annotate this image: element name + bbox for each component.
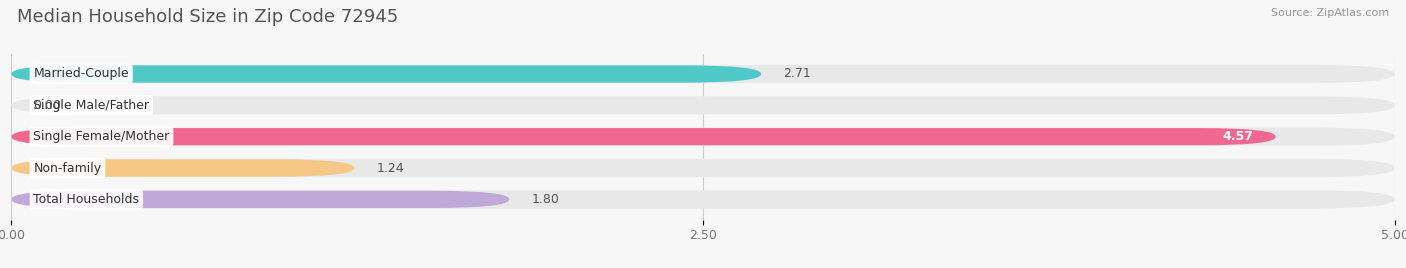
Text: Source: ZipAtlas.com: Source: ZipAtlas.com — [1271, 8, 1389, 18]
Text: Median Household Size in Zip Code 72945: Median Household Size in Zip Code 72945 — [17, 8, 398, 26]
FancyBboxPatch shape — [11, 191, 509, 208]
Text: Single Female/Mother: Single Female/Mother — [34, 130, 170, 143]
Text: 1.80: 1.80 — [531, 193, 560, 206]
FancyBboxPatch shape — [11, 96, 1395, 114]
Text: Married-Couple: Married-Couple — [34, 68, 129, 80]
FancyBboxPatch shape — [11, 190, 1395, 209]
Text: 1.24: 1.24 — [377, 162, 404, 174]
FancyBboxPatch shape — [11, 65, 761, 83]
Text: Non-family: Non-family — [34, 162, 101, 174]
FancyBboxPatch shape — [11, 128, 1275, 145]
FancyBboxPatch shape — [11, 128, 1395, 146]
FancyBboxPatch shape — [11, 159, 1395, 177]
FancyBboxPatch shape — [11, 65, 1395, 83]
Text: Total Households: Total Households — [34, 193, 139, 206]
Text: Single Male/Father: Single Male/Father — [34, 99, 149, 112]
Text: 2.71: 2.71 — [783, 68, 811, 80]
FancyBboxPatch shape — [11, 159, 354, 177]
Text: 4.57: 4.57 — [1223, 130, 1254, 143]
Text: 0.00: 0.00 — [34, 99, 62, 112]
